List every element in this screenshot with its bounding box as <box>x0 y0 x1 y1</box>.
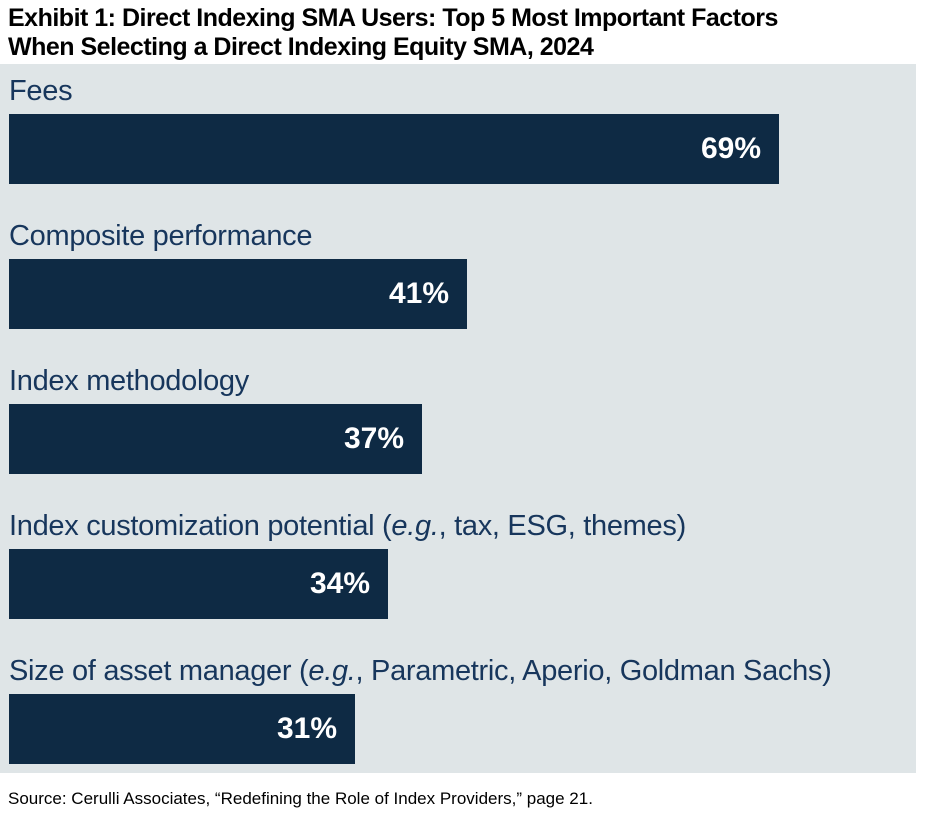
bar-label: Composite performance <box>9 219 916 253</box>
bar-label-text: Fees <box>9 75 73 107</box>
bar-group-index-customization: Index customization potential (e.g., tax… <box>9 509 916 619</box>
page-title-line1: Exhibit 1: Direct Indexing SMA Users: To… <box>8 4 778 32</box>
bar-group-composite-performance: Composite performance 41% <box>9 219 916 329</box>
bar-label: Index customization potential (e.g., tax… <box>9 509 916 543</box>
bar-group-fees: Fees 69% <box>9 74 916 184</box>
bar-label-suffix: , tax, ESG, themes) <box>438 510 687 542</box>
bar-label: Index methodology <box>9 364 916 398</box>
bar-label: Size of asset manager (e.g., Parametric,… <box>9 654 916 688</box>
page-title: Exhibit 1: Direct Indexing SMA Users: To… <box>8 4 928 62</box>
page-title-line2: When Selecting a Direct Indexing Equity … <box>8 33 594 61</box>
bar-label-italic: e.g. <box>308 655 356 687</box>
bar-label: Fees <box>9 74 916 108</box>
bar-label-text: Size of asset manager ( <box>9 655 309 687</box>
bar-label-text: Index methodology <box>9 365 249 397</box>
chart-panel: Fees 69% Composite performance 41% Index… <box>0 64 916 773</box>
source-note: Source: Cerulli Associates, “Redefining … <box>8 789 593 808</box>
bar-label-text: Composite performance <box>9 220 313 252</box>
bar: 69% <box>9 114 779 184</box>
bar: 31% <box>9 694 355 764</box>
bar: 34% <box>9 549 388 619</box>
bar-group-index-methodology: Index methodology 37% <box>9 364 916 474</box>
bar-label-suffix: , Parametric, Aperio, Goldman Sachs) <box>355 655 832 687</box>
bar-label-italic: e.g. <box>391 510 439 542</box>
bar-group-asset-manager-size: Size of asset manager (e.g., Parametric,… <box>9 654 916 764</box>
bar-label-text: Index customization potential ( <box>9 510 392 542</box>
bar: 37% <box>9 404 422 474</box>
bar: 41% <box>9 259 467 329</box>
